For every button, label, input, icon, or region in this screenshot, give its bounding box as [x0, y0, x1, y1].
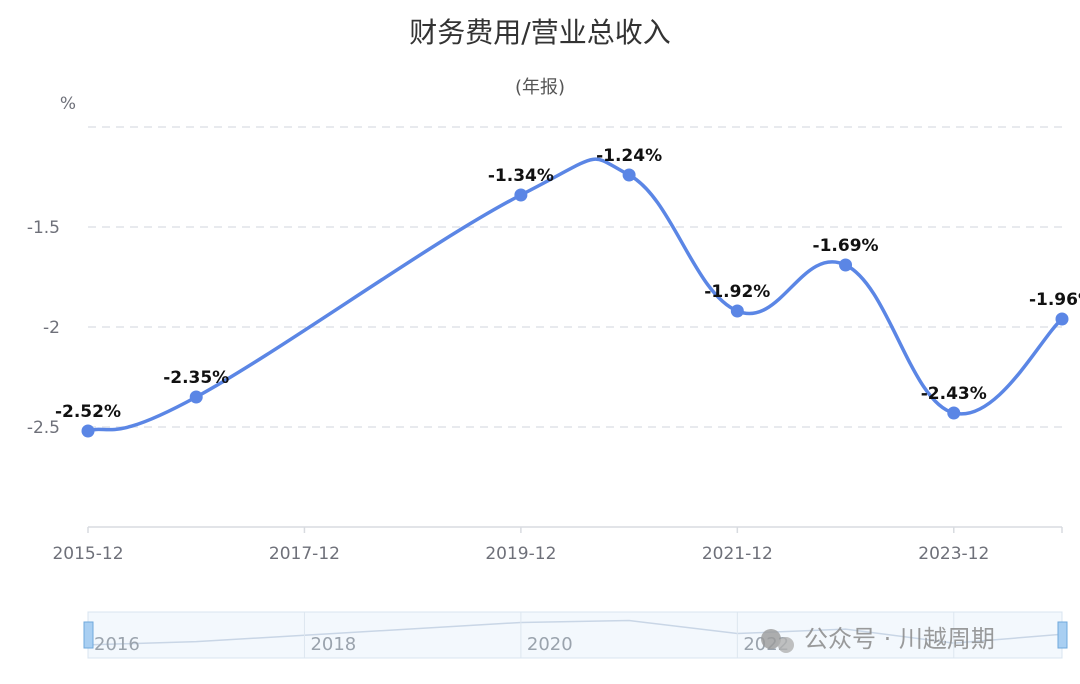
data-point[interactable]	[514, 188, 528, 202]
x-tick-label: 2021-12	[702, 544, 773, 564]
series-line	[87, 157, 1064, 433]
datazoom-track[interactable]	[87, 611, 1063, 659]
watermark-text: 公众号 · 川越周期	[804, 625, 995, 653]
data-point[interactable]	[947, 406, 961, 420]
data-point[interactable]	[189, 390, 203, 404]
data-label: -2.52%	[55, 402, 121, 422]
datazoom-slider[interactable]: 2016201820202022	[83, 611, 1068, 659]
data-label: -2.43%	[921, 384, 987, 404]
data-point[interactable]	[81, 424, 95, 438]
datazoom-handle[interactable]	[83, 621, 94, 649]
data-label: -1.24%	[596, 146, 662, 166]
data-point[interactable]	[622, 168, 636, 182]
data-labels: -2.52% -2.35% -1.34% -1.24% -1.92% -1.69% -2.4…	[55, 146, 1080, 422]
wechat-icon	[761, 629, 794, 653]
y-axis-unit: %	[60, 94, 76, 114]
datazoom-label: 2018	[310, 634, 356, 655]
x-tick-label: 2017-12	[269, 544, 340, 564]
y-axis: -1.5 -2 -2.5	[27, 218, 60, 438]
datazoom-label: 2016	[94, 634, 140, 655]
watermark: 公众号 · 川越周期	[761, 625, 995, 653]
chart-title: 财务费用/营业总收入	[409, 16, 670, 49]
x-tick-label: 2015-12	[52, 544, 123, 564]
data-label: -1.69%	[813, 236, 879, 256]
data-label: -1.34%	[488, 166, 554, 186]
x-tick-label: 2019-12	[485, 544, 556, 564]
data-point[interactable]	[1055, 312, 1069, 326]
datazoom-handle[interactable]	[1057, 621, 1068, 649]
grid	[88, 126, 1062, 428]
chart-subtitle: (年报)	[515, 77, 565, 98]
x-tick-label: 2023-12	[918, 544, 989, 564]
data-point[interactable]	[730, 304, 744, 318]
x-axis: 2015-12 2017-12 2019-12 2021-12 2023-12	[52, 526, 1063, 564]
y-tick-label: -2	[43, 318, 60, 338]
y-tick-label: -2.5	[27, 418, 60, 438]
data-point[interactable]	[839, 258, 853, 272]
series	[81, 157, 1069, 438]
datazoom-preview-line	[87, 619, 1063, 646]
data-label: -1.92%	[704, 282, 770, 302]
data-label: -2.35%	[163, 368, 229, 388]
y-tick-label: -1.5	[27, 218, 60, 238]
data-label: -1.96%	[1029, 290, 1080, 310]
datazoom-label: 2020	[527, 634, 573, 655]
